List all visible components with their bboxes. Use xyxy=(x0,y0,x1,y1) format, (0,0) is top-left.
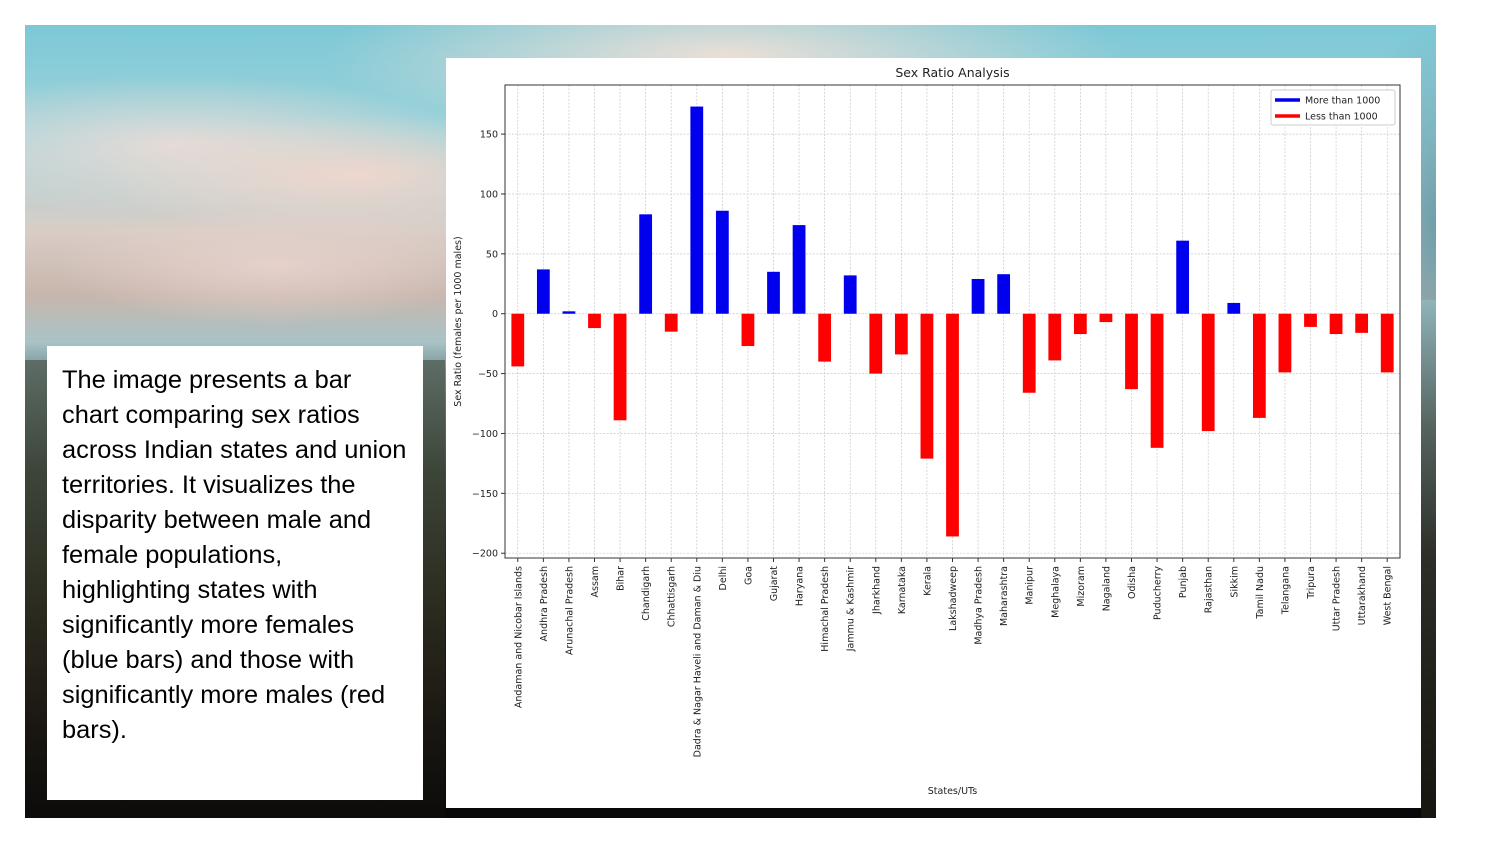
bar xyxy=(1380,313,1394,373)
x-tick-label: Rajasthan xyxy=(1204,566,1215,613)
x-tick-label: Goa xyxy=(743,566,754,585)
bar xyxy=(792,225,806,314)
bar xyxy=(1022,313,1036,393)
x-tick-label: Karnataka xyxy=(897,566,908,614)
x-tick-label: Mizoram xyxy=(1076,566,1087,607)
bar xyxy=(1278,313,1292,373)
legend-box xyxy=(1270,89,1396,126)
bar xyxy=(1150,313,1164,448)
x-tick-label: Bihar xyxy=(616,566,627,591)
bar xyxy=(588,313,601,329)
bar xyxy=(894,313,908,355)
x-tick-label: Odisha xyxy=(1127,566,1138,599)
y-tick-label: 0 xyxy=(492,309,498,320)
x-tick-label: Tamil Nadu xyxy=(1255,566,1266,620)
x-tick-label: Meghalaya xyxy=(1050,566,1061,618)
background-mountains-right xyxy=(1421,300,1436,818)
bar xyxy=(843,275,857,314)
x-tick-label: Andhra Pradesh xyxy=(539,566,550,641)
chart-title: Sex Ratio Analysis xyxy=(895,65,1009,80)
bar xyxy=(1201,313,1215,432)
x-tick-label: Tripura xyxy=(1306,566,1317,600)
bar xyxy=(1227,302,1241,314)
x-tick-label: Kerala xyxy=(922,566,933,596)
x-tick-label: Andaman and Nicobar Islands xyxy=(513,566,524,708)
x-tick-label: Himachal Pradesh xyxy=(820,566,831,652)
x-tick-label: Jharkhand xyxy=(871,566,882,615)
bar xyxy=(1329,313,1343,335)
bar xyxy=(613,313,627,421)
y-tick-label: −200 xyxy=(472,549,498,560)
y-axis-label: Sex Ratio (females per 1000 males) xyxy=(453,236,464,406)
bar xyxy=(639,214,653,314)
bar xyxy=(1125,313,1138,390)
chart-panel: −200 −150 −100 −50 0 50 100 150 Andaman and Nic… xyxy=(446,58,1421,808)
bar xyxy=(536,269,550,314)
bar xyxy=(920,313,934,459)
sex-ratio-bar-chart: −200 −150 −100 −50 0 50 100 150 Andaman and Nic… xyxy=(453,65,1401,797)
bars xyxy=(511,106,1394,537)
bar xyxy=(562,311,576,314)
x-tick-label: Lakshadweep xyxy=(948,566,959,631)
y-tick-label: 50 xyxy=(486,249,498,260)
description-card: The image presents a bar chart comparing… xyxy=(47,346,423,800)
x-tick-label: Uttarakhand xyxy=(1357,566,1368,625)
x-tick-label: Madhya Pradesh xyxy=(974,566,985,645)
bar xyxy=(1073,313,1087,335)
x-axis-label: States/UTs xyxy=(928,786,977,797)
bar xyxy=(741,313,755,347)
bar xyxy=(767,271,780,314)
x-tick-label: Delhi xyxy=(718,566,729,590)
legend: More than 1000 Less than 1000 xyxy=(1270,89,1396,126)
bar xyxy=(1048,313,1062,361)
x-tick-label: Jammu & Kashmir xyxy=(846,566,857,652)
x-axis-ticks: Andaman and Nicobar Islands Andhra Prades… xyxy=(513,558,1394,757)
x-tick-label: Puducherry xyxy=(1153,566,1164,620)
x-tick-label: Dadra & Nagar Haveli and Daman & Diu xyxy=(692,566,703,757)
bar xyxy=(715,210,729,314)
bar xyxy=(690,106,704,314)
x-tick-label: Chandigarh xyxy=(641,566,652,621)
bar xyxy=(1252,313,1266,418)
y-tick-label: −50 xyxy=(478,369,498,380)
legend-label: More than 1000 xyxy=(1305,96,1380,107)
bar xyxy=(664,313,678,332)
x-tick-label: Chhattisgarh xyxy=(667,566,678,627)
y-tick-label: −100 xyxy=(472,429,498,440)
y-axis-ticks: −200 −150 −100 −50 0 50 100 150 xyxy=(472,130,505,560)
x-tick-label: Assam xyxy=(590,566,601,597)
x-tick-label: Uttar Pradesh xyxy=(1332,566,1343,631)
bar xyxy=(511,313,525,367)
x-tick-label: Punjab xyxy=(1178,566,1189,598)
y-tick-label: 150 xyxy=(480,130,498,141)
bar xyxy=(946,313,959,537)
x-tick-label: West Bengal xyxy=(1383,566,1394,625)
bar xyxy=(869,313,883,374)
bar xyxy=(818,313,832,362)
y-tick-label: −150 xyxy=(472,489,498,500)
bar xyxy=(1176,240,1190,314)
x-tick-label: Telangana xyxy=(1280,566,1291,615)
description-text: The image presents a bar chart comparing… xyxy=(62,366,407,744)
x-tick-label: Gujarat xyxy=(769,566,780,602)
bar xyxy=(971,278,985,314)
x-tick-label: Arunachal Pradesh xyxy=(564,566,575,655)
legend-label: Less than 1000 xyxy=(1305,112,1378,123)
x-tick-label: Haryana xyxy=(795,566,806,606)
x-tick-label: Manipur xyxy=(1025,566,1036,605)
x-tick-label: Sikkim xyxy=(1229,566,1240,598)
x-tick-label: Maharashtra xyxy=(999,566,1010,626)
bar xyxy=(1099,313,1113,323)
bar xyxy=(997,274,1011,314)
bar xyxy=(1304,313,1317,327)
y-tick-label: 100 xyxy=(480,189,498,200)
bar xyxy=(1355,313,1369,333)
x-tick-label: Nagaland xyxy=(1101,566,1112,611)
